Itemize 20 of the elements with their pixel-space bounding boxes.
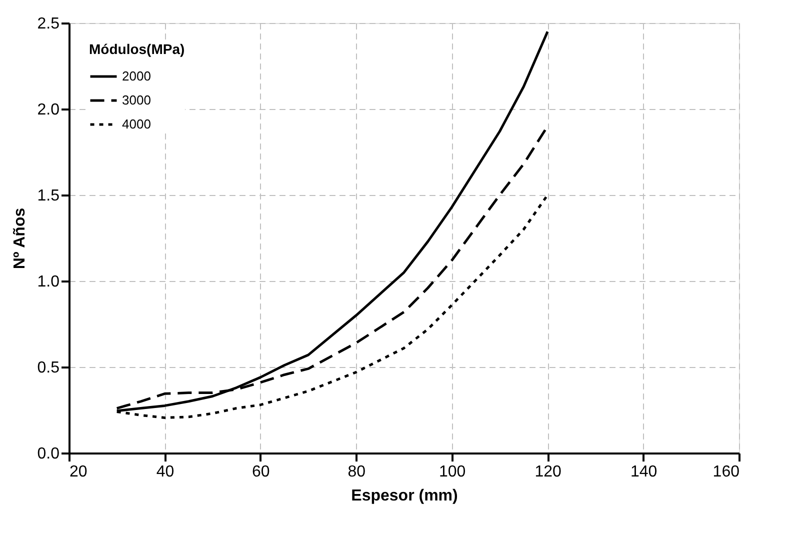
x-tick-label: 20 [70, 464, 88, 480]
legend-label: 3000 [122, 92, 151, 108]
x-axis-title: Espesor (mm) [351, 488, 458, 504]
legend-label: 4000 [122, 116, 151, 132]
y-tick-label: 0.5 [37, 360, 60, 376]
y-tick-label: 1.0 [37, 274, 60, 290]
y-tick-label: 2.5 [37, 16, 60, 32]
y-tick-label: 0.0 [37, 446, 60, 462]
x-tick-label: 160 [712, 464, 740, 480]
y-tick-label: 2.0 [37, 102, 60, 118]
x-tick-label: 40 [156, 464, 174, 480]
x-tick-label: 60 [252, 464, 270, 480]
x-tick-label: 140 [630, 464, 658, 480]
y-axis-title: Nº Años [11, 208, 28, 270]
x-tick-label: 80 [348, 464, 366, 480]
x-tick-label: 120 [534, 464, 562, 480]
legend-label: 2000 [122, 68, 151, 84]
y-tick-label: 1.5 [37, 188, 60, 204]
legend-title: Módulos(MPa) [89, 41, 185, 57]
x-tick-label: 100 [439, 464, 466, 480]
